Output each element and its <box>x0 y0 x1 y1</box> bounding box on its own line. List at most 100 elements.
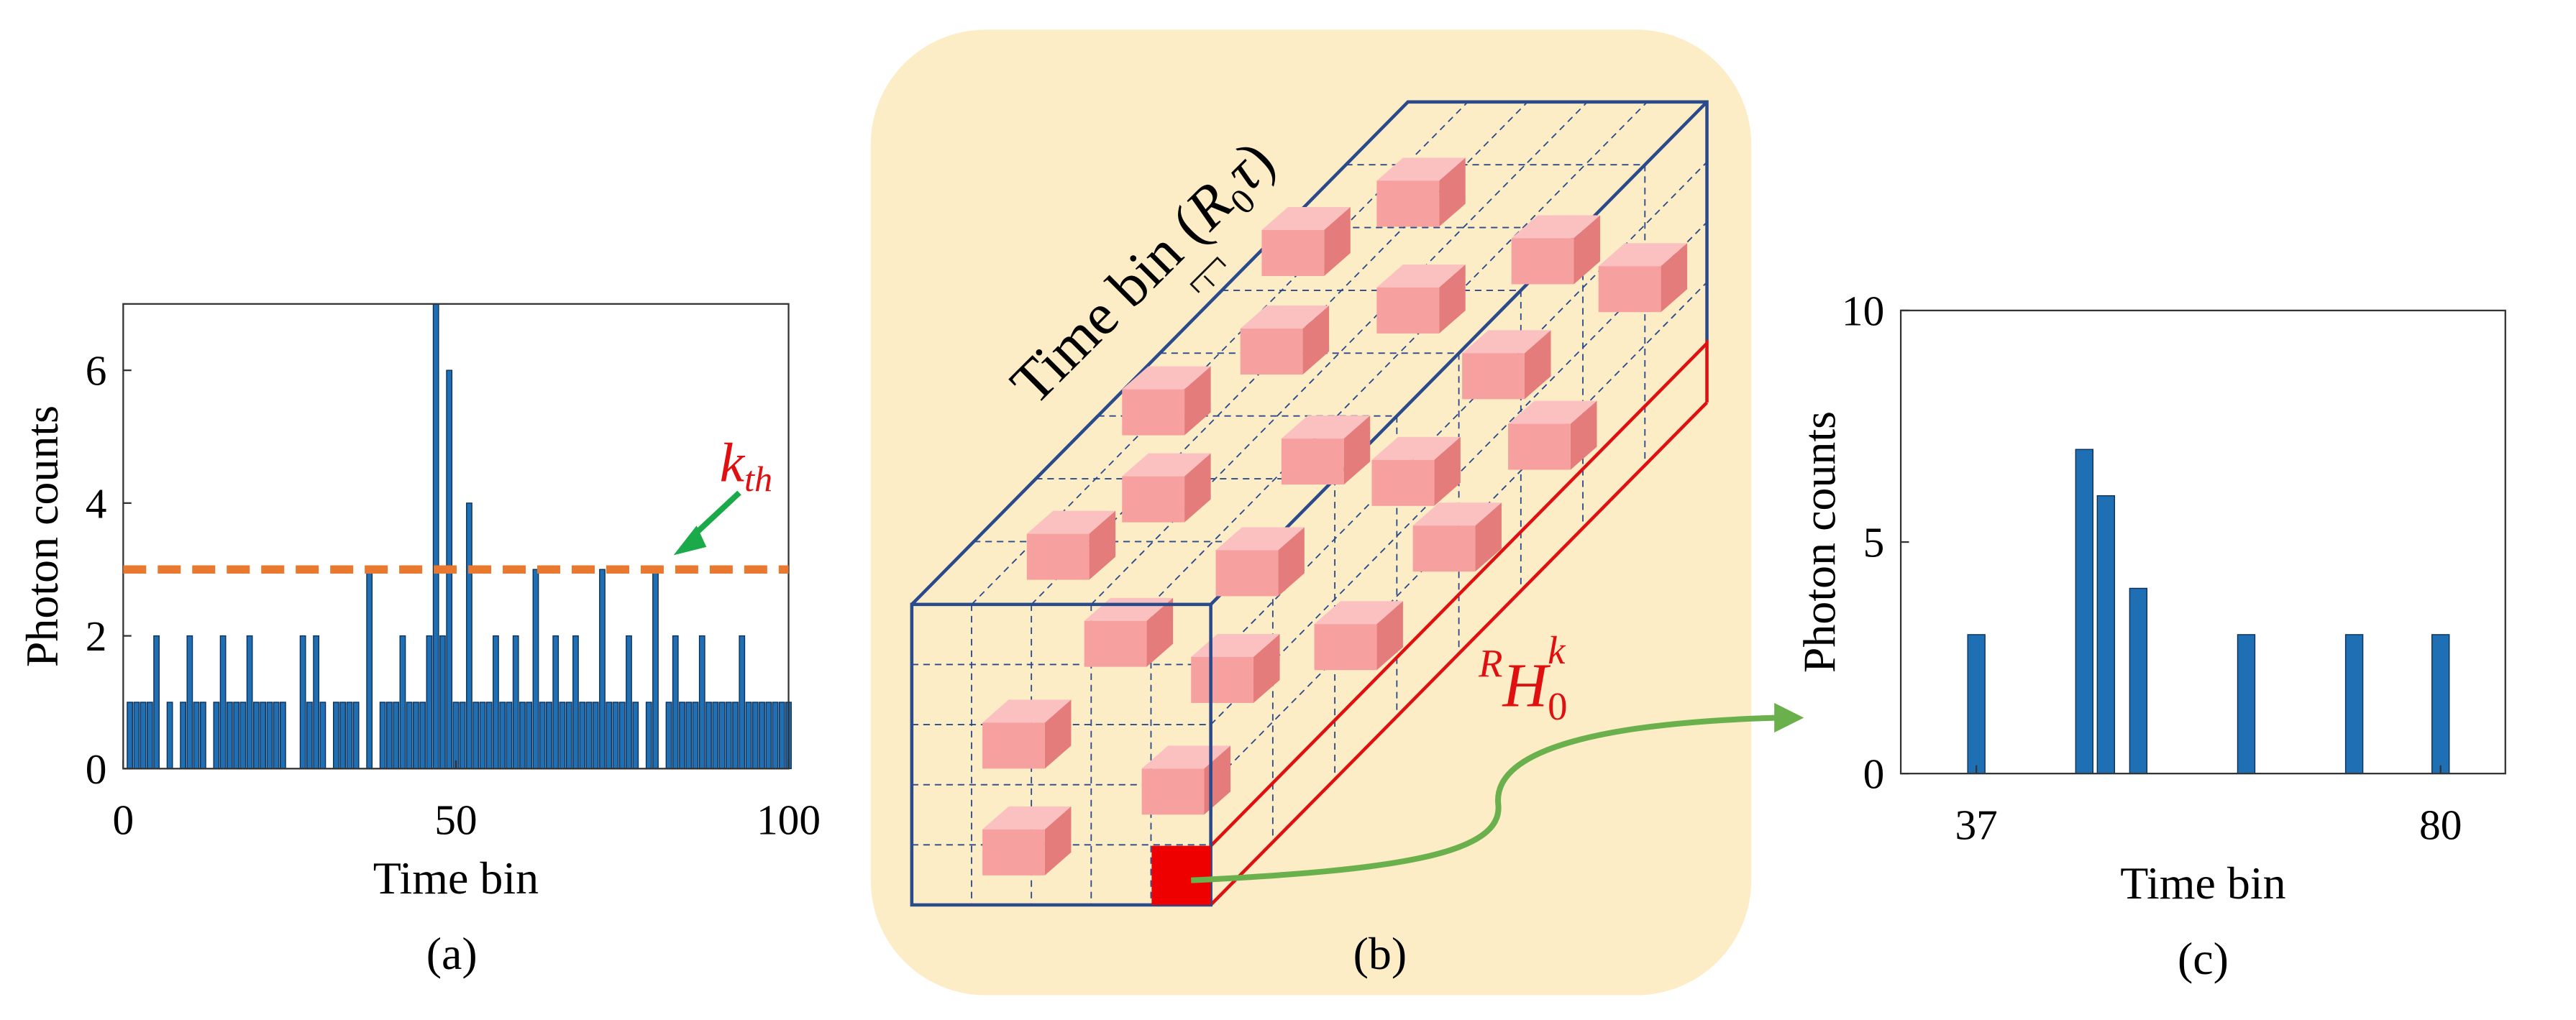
cube-top <box>982 806 1072 830</box>
bar <box>559 702 566 769</box>
x-tick-label: 37 <box>1955 801 1997 849</box>
sup: k <box>1548 628 1566 672</box>
y-axis-label: Photon counts <box>17 405 68 667</box>
label-main: k <box>720 432 746 494</box>
y-tick-label: 0 <box>86 745 107 793</box>
cube-top <box>1508 400 1597 424</box>
bar <box>565 702 572 769</box>
bar <box>366 569 373 769</box>
cube-front <box>1371 459 1435 506</box>
bar <box>140 702 147 769</box>
cube-front <box>1026 533 1090 580</box>
bar <box>772 702 779 769</box>
bar <box>306 702 313 769</box>
sub: 0 <box>1548 684 1567 728</box>
cube-front <box>1191 656 1254 703</box>
bar <box>239 702 247 769</box>
bar <box>2075 449 2093 774</box>
bar <box>246 635 253 769</box>
diagram <box>910 100 1804 907</box>
box-edge <box>910 100 1709 606</box>
bar <box>352 702 360 769</box>
bar <box>692 702 699 769</box>
axes-frame <box>1899 309 2506 775</box>
bar <box>299 635 306 769</box>
cube-top <box>1191 633 1280 657</box>
target-cell <box>1151 845 1211 905</box>
cube-top <box>1462 330 1551 354</box>
x-tick-label: 50 <box>434 796 477 844</box>
bar <box>526 702 533 769</box>
bar <box>426 635 433 769</box>
cube-front <box>982 829 1045 876</box>
cube-top <box>1376 157 1466 181</box>
cube-top <box>1122 366 1211 390</box>
bar <box>279 702 286 769</box>
cube-top <box>1026 510 1116 534</box>
cube-top <box>1215 527 1305 551</box>
threshold-label: kth <box>720 432 773 500</box>
bar <box>745 702 752 769</box>
bar <box>725 702 732 769</box>
bar <box>499 702 506 769</box>
bar <box>379 702 386 769</box>
bar <box>233 702 240 769</box>
grid-line <box>1210 282 1708 786</box>
cube-side <box>1574 215 1601 285</box>
bar <box>146 702 153 769</box>
cube-front <box>1462 353 1525 400</box>
bar <box>186 635 193 769</box>
bar <box>679 702 685 769</box>
x-tick-label: 0 <box>112 796 134 844</box>
cube-front <box>1215 550 1279 597</box>
cube-side <box>1146 597 1174 667</box>
bar <box>333 702 339 769</box>
cube-front <box>1412 525 1476 572</box>
bar <box>1967 634 1986 774</box>
bar <box>166 702 173 769</box>
cube-front <box>1281 438 1344 485</box>
bar <box>599 569 606 769</box>
cube-front <box>1314 624 1377 671</box>
bar <box>153 635 160 769</box>
cube-top <box>1122 453 1211 477</box>
bar <box>133 702 140 769</box>
link-arrow <box>1191 715 1778 883</box>
bar <box>759 702 765 769</box>
bar <box>346 702 353 769</box>
arrow-head <box>1774 702 1804 733</box>
bar <box>2344 634 2364 774</box>
red-edge <box>1210 401 1709 906</box>
cube-front <box>1240 328 1303 375</box>
bar <box>718 702 726 769</box>
cube-top <box>1371 436 1461 460</box>
bar <box>472 702 480 769</box>
bar <box>765 702 772 769</box>
bar <box>579 702 586 769</box>
cube-side <box>1434 436 1461 506</box>
bar <box>466 502 472 769</box>
x-axis-label: Time bin <box>2120 858 2285 909</box>
cube-side <box>1439 157 1466 227</box>
y-tick-label: 0 <box>1863 750 1885 798</box>
cube-top <box>1281 415 1371 439</box>
bar <box>506 702 513 769</box>
threshold-arrow-head <box>673 525 707 556</box>
bar <box>199 702 206 769</box>
bar <box>413 702 419 769</box>
cube-top <box>1412 502 1502 526</box>
bar <box>459 702 466 769</box>
caption: (c) <box>2178 933 2229 984</box>
bar <box>252 702 260 769</box>
bar <box>685 702 693 769</box>
cube-side <box>1302 305 1330 375</box>
bar <box>572 635 579 769</box>
cube-side <box>1439 264 1466 334</box>
bar <box>439 635 446 769</box>
bar <box>712 702 719 769</box>
cube-front <box>1598 266 1661 313</box>
cube-front <box>1376 180 1440 227</box>
bar <box>399 635 406 769</box>
bar <box>2431 634 2450 774</box>
bar <box>732 702 739 769</box>
